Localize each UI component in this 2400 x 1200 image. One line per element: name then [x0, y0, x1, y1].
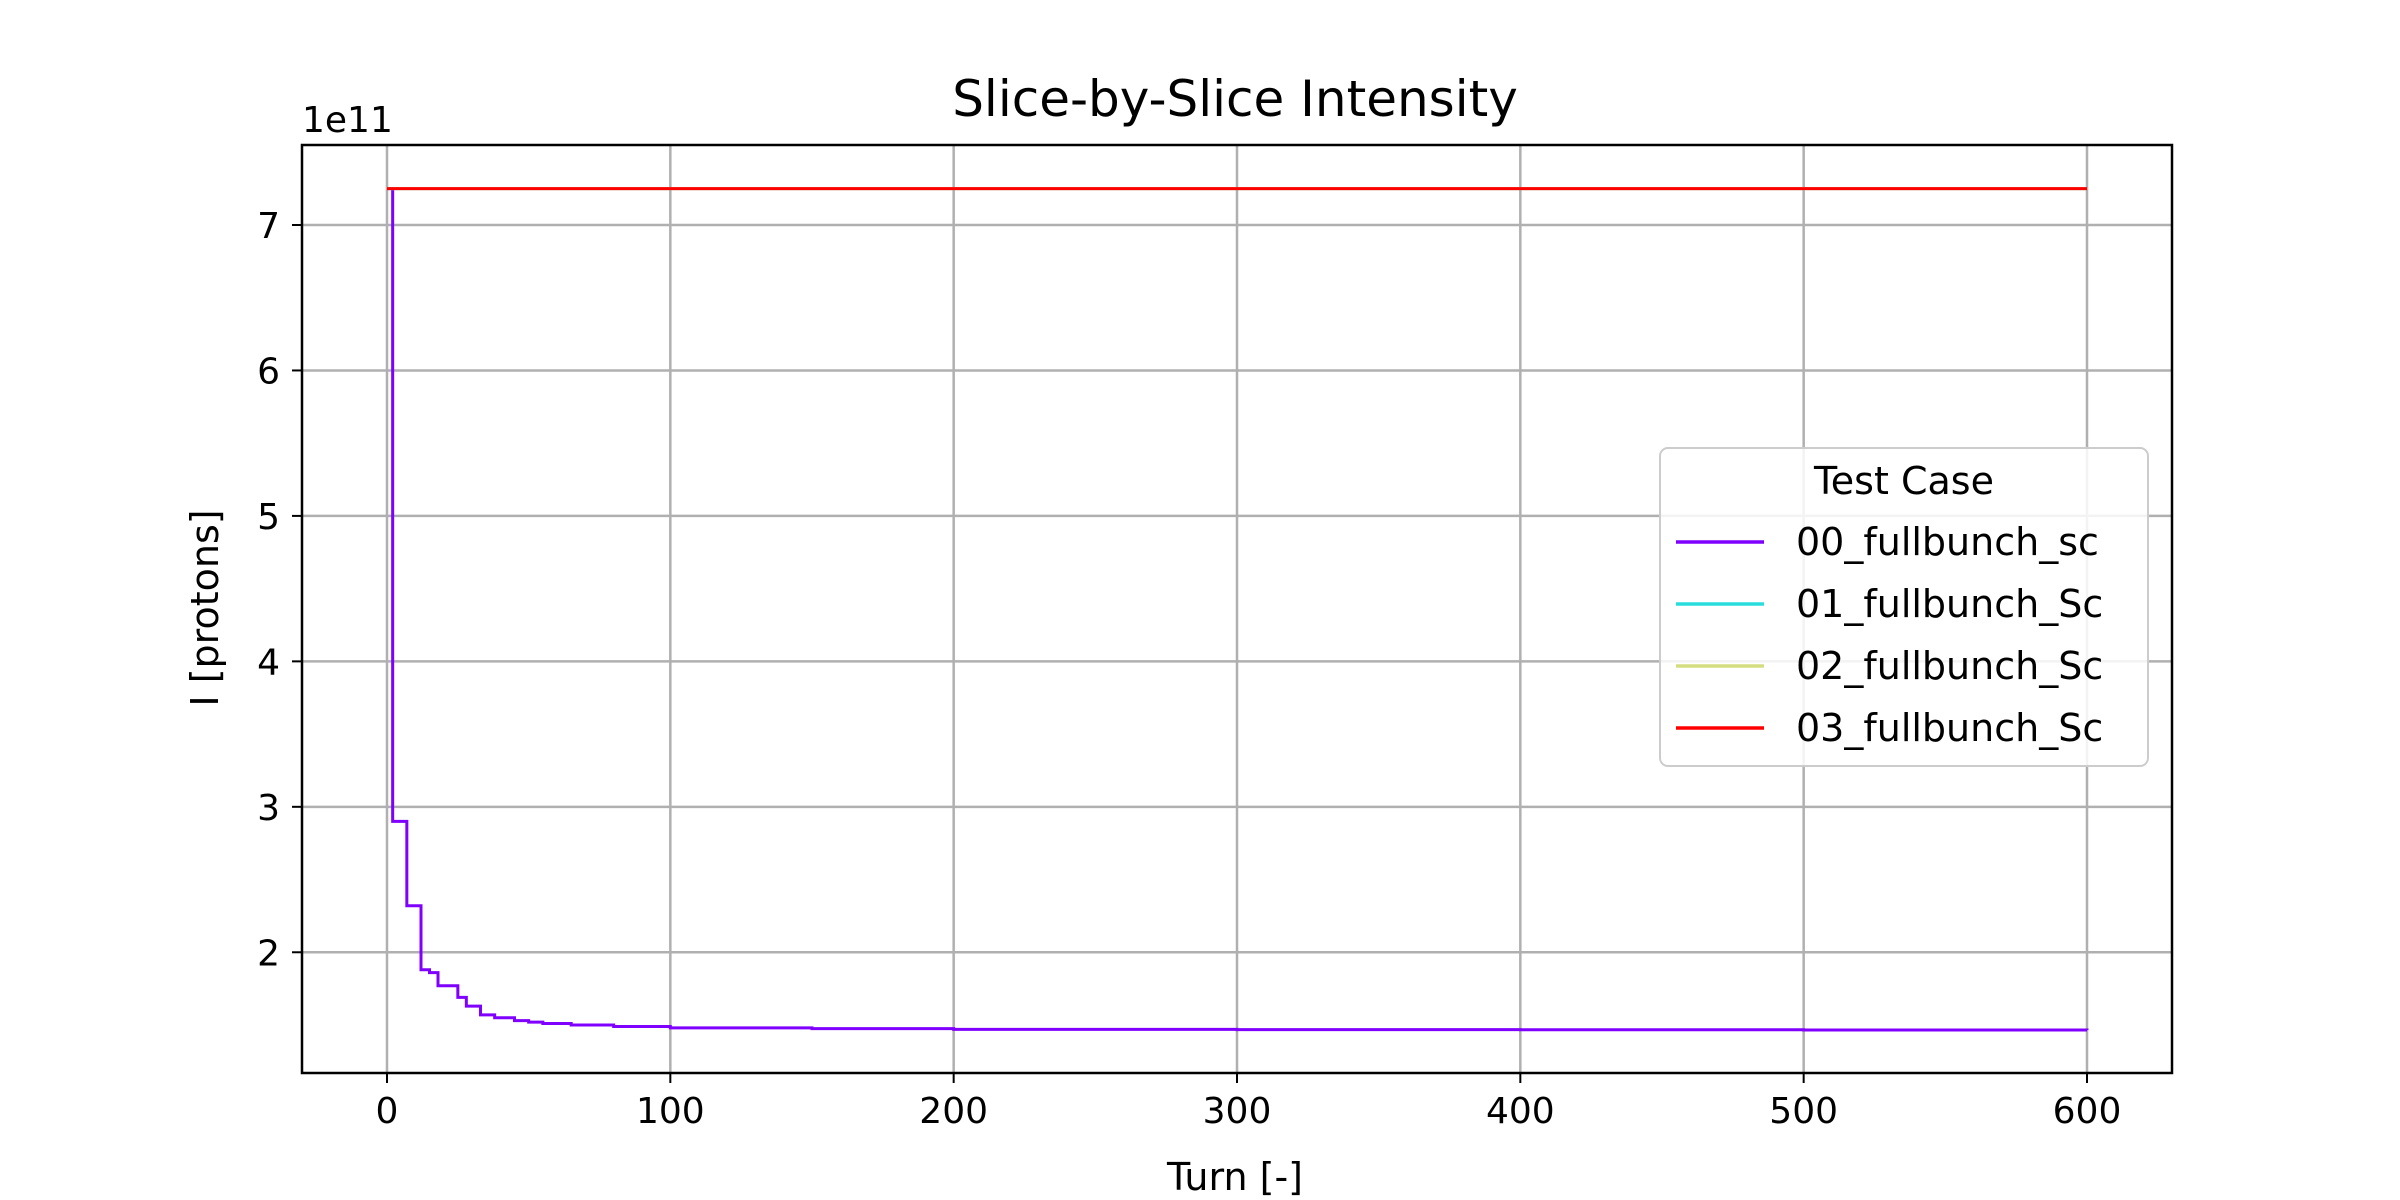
y-axis-label: I [protons] — [183, 509, 227, 706]
y-axis-offset-label: 1e11 — [302, 100, 393, 141]
legend-entry-label: 02_fullbunch_Sc — [1796, 644, 2103, 688]
legend-entry-label: 03_fullbunch_Sc — [1796, 706, 2103, 750]
x-tick-label: 200 — [919, 1091, 988, 1132]
x-tick-label: 400 — [1486, 1091, 1555, 1132]
legend: Test Case 00_fullbunch_sc 01_fullbunch_Sc… — [1659, 447, 2149, 767]
y-tick-label: 3 — [257, 788, 280, 829]
x-axis-label: Turn [-] — [1166, 1155, 1303, 1199]
x-tick-label: 500 — [1769, 1091, 1838, 1132]
legend-entry-label: 00_fullbunch_sc — [1796, 520, 2099, 564]
series-line-00_fullbunch_sc — [387, 187, 2089, 1032]
plot-lines — [387, 187, 2089, 1032]
x-tick-label: 100 — [636, 1091, 705, 1132]
legend-entry-label: 01_fullbunch_Sc — [1796, 582, 2103, 626]
y-tick-label: 4 — [257, 642, 280, 683]
y-tick-label: 2 — [257, 933, 280, 974]
y-tick-label: 5 — [257, 497, 280, 538]
x-tick-label: 0 — [376, 1091, 399, 1132]
legend-box — [1659, 447, 2149, 767]
axis-ticks: 0 100 200 300 400 500 600 2 3 4 5 6 7 — [257, 206, 2121, 1132]
y-tick-label: 6 — [257, 351, 280, 392]
x-tick-label: 300 — [1203, 1091, 1272, 1132]
y-tick-label: 7 — [257, 206, 280, 247]
chart-title: Slice-by-Slice Intensity — [952, 70, 1518, 128]
x-tick-label: 600 — [2053, 1091, 2122, 1132]
legend-title: Test Case — [1813, 459, 1994, 503]
